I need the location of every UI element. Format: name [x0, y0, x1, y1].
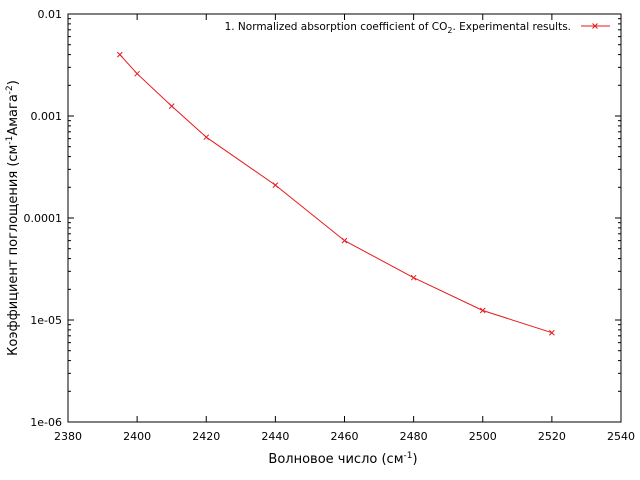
x-tick-label: 2420	[192, 430, 220, 443]
x-tick-label: 2380	[54, 430, 82, 443]
axis-ticks	[67, 13, 622, 423]
data-point-marker	[116, 51, 123, 58]
x-tick-label: 2540	[607, 430, 635, 443]
y-tick-label: 1e-06	[30, 416, 62, 429]
legend: 1. Normalized absorption coefficient of …	[225, 21, 610, 35]
data-point-marker	[168, 103, 175, 109]
x-tick-label: 2520	[538, 430, 566, 443]
legend-marker	[592, 23, 598, 29]
plot-area-frame	[67, 13, 622, 423]
x-tick-label: 2480	[400, 430, 428, 443]
x-tick-labels: 2380 2400 2420 2440 2460 2480 2500 2520 2540	[54, 430, 635, 443]
x-tick-label: 2460	[331, 430, 359, 443]
data-point-marker	[272, 182, 279, 188]
y-tick-label: 0.01	[38, 8, 63, 21]
series-line	[119, 54, 553, 334]
x-tick-label: 2440	[261, 430, 289, 443]
data-point-marker	[134, 70, 140, 77]
y-tick-labels: 0.01 0.001 0.0001 1e-05 1e-06	[24, 8, 63, 429]
data-point-marker	[341, 237, 348, 244]
legend-label: 1. Normalized absorption coefficient of …	[225, 21, 571, 35]
x-axis-label: Волновое число (см-1)	[268, 451, 417, 467]
data-point-marker	[203, 134, 210, 141]
y-tick-label: 0.001	[31, 110, 63, 123]
x-tick-label: 2500	[469, 430, 497, 443]
data-point-marker	[479, 307, 486, 314]
y-axis-label: Коэффициент поглощения (см-1Амага-2)	[5, 80, 21, 356]
data-point-marker	[549, 329, 555, 336]
y-tick-label: 1e-05	[30, 314, 62, 327]
y-tick-label: 0.0001	[24, 212, 63, 225]
series-co2	[116, 51, 555, 336]
x-tick-label: 2400	[123, 430, 151, 443]
data-point-marker	[410, 274, 417, 281]
